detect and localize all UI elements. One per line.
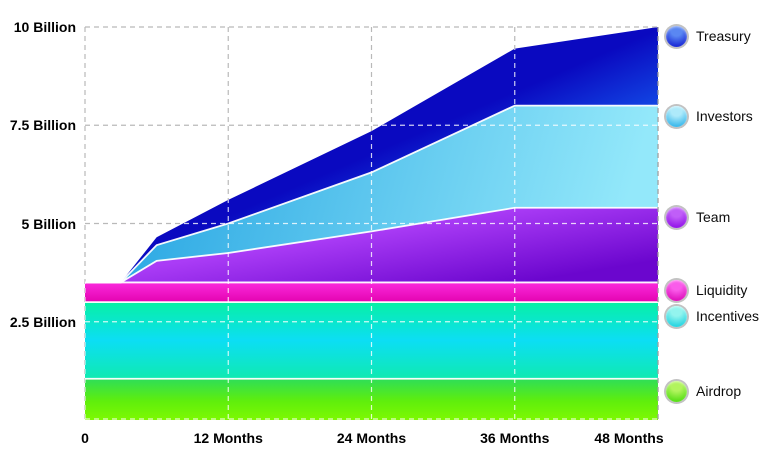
legend-label: Investors (696, 108, 753, 124)
x-tick-label: 0 (81, 430, 89, 446)
y-tick-label: 5 Billion (21, 215, 76, 232)
x-tick-label: 24 Months (336, 430, 407, 446)
y-tick-label: 7.5 Billion (9, 117, 76, 134)
legend-label: Treasury (696, 28, 751, 44)
incentives-swatch-icon (666, 305, 687, 327)
legend-label: Team (696, 209, 731, 225)
area-incentives (85, 302, 658, 379)
legend-item-investors: Investors (666, 105, 753, 127)
legend-label: Liquidity (696, 282, 748, 298)
legend-item-airdrop: Airdrop (666, 380, 741, 402)
x-tick-label: 12 Months (193, 430, 263, 446)
legend-item-team: Team (666, 206, 730, 228)
airdrop-swatch-icon (666, 380, 687, 402)
x-tick-label: 48 Months (594, 430, 664, 446)
legend-item-incentives: Incentives (666, 305, 759, 327)
legend-item-treasury: Treasury (666, 25, 751, 47)
legend-item-liquidity: Liquidity (666, 279, 747, 301)
investors-swatch-icon (666, 105, 687, 127)
y-tick-label: 10 Billion (13, 19, 76, 35)
treasury-swatch-icon (666, 25, 687, 47)
y-tick-label: 2.5 Billion (9, 313, 76, 330)
team-swatch-icon (666, 206, 687, 228)
legend-label: Incentives (696, 308, 760, 324)
x-tick-label: 36 Months (480, 430, 550, 446)
legend-label: Airdrop (696, 383, 742, 399)
liquidity-swatch-icon (666, 279, 687, 301)
